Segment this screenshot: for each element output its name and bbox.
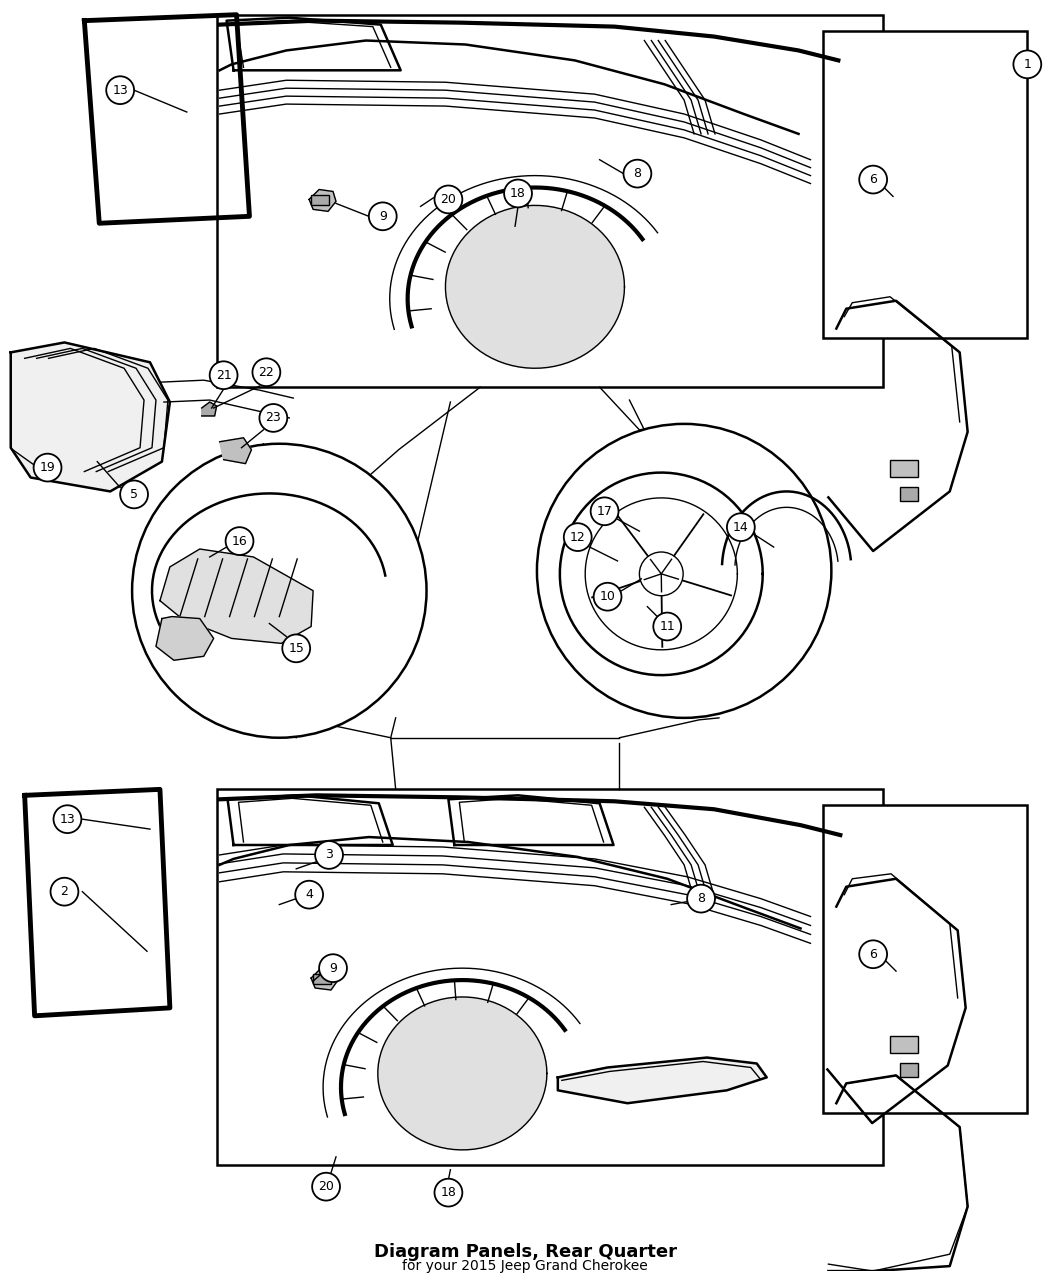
Circle shape (50, 877, 79, 905)
Polygon shape (311, 968, 338, 990)
Text: 2: 2 (61, 885, 68, 898)
Circle shape (435, 1179, 462, 1207)
Text: 21: 21 (215, 369, 231, 382)
Text: 3: 3 (326, 848, 333, 862)
Text: Diagram Panels, Rear Quarter: Diagram Panels, Rear Quarter (374, 1244, 676, 1262)
Circle shape (34, 453, 62, 481)
Circle shape (593, 582, 622, 610)
Circle shape (295, 881, 323, 908)
Circle shape (120, 480, 148, 508)
Polygon shape (202, 402, 216, 416)
Circle shape (504, 180, 532, 207)
Text: 8: 8 (633, 167, 642, 180)
Circle shape (639, 552, 684, 595)
Text: 6: 6 (869, 948, 877, 960)
Circle shape (564, 524, 591, 550)
Text: 1: 1 (1024, 57, 1031, 70)
Text: for your 2015 Jeep Grand Cherokee: for your 2015 Jeep Grand Cherokee (402, 1259, 648, 1273)
Text: 23: 23 (266, 411, 281, 424)
Circle shape (319, 954, 346, 982)
Bar (890, 460, 918, 476)
Text: 5: 5 (130, 488, 139, 501)
Bar (823, 31, 1027, 338)
Text: 13: 13 (60, 812, 76, 826)
Bar (216, 15, 883, 387)
Text: 11: 11 (659, 621, 675, 633)
Bar (900, 488, 918, 502)
Circle shape (653, 613, 681, 640)
Circle shape (282, 635, 310, 663)
Text: 9: 9 (329, 962, 337, 974)
Text: 18: 18 (510, 186, 526, 200)
Circle shape (259, 404, 288, 432)
Text: 12: 12 (570, 531, 586, 544)
Text: 8: 8 (697, 893, 705, 905)
Circle shape (54, 806, 81, 833)
Text: 13: 13 (112, 84, 128, 97)
Circle shape (727, 513, 755, 541)
Text: 9: 9 (379, 209, 386, 222)
Text: 18: 18 (440, 1186, 457, 1199)
Text: 14: 14 (733, 521, 749, 534)
Bar (311, 195, 329, 206)
Polygon shape (156, 617, 213, 660)
Text: 22: 22 (258, 365, 274, 379)
Circle shape (537, 424, 832, 718)
Text: 20: 20 (440, 193, 457, 206)
Polygon shape (160, 549, 313, 644)
Circle shape (859, 166, 887, 194)
Bar (900, 1064, 918, 1078)
Circle shape (132, 443, 426, 738)
Circle shape (106, 77, 134, 105)
Circle shape (1013, 51, 1042, 78)
Polygon shape (378, 997, 547, 1149)
Circle shape (369, 203, 397, 230)
Circle shape (859, 940, 887, 968)
Polygon shape (558, 1057, 766, 1103)
Circle shape (435, 185, 462, 213)
Polygon shape (309, 189, 336, 212)
Text: 16: 16 (232, 535, 248, 548)
Bar (313, 974, 331, 985)
Circle shape (591, 497, 618, 525)
Text: 15: 15 (289, 642, 304, 655)
Bar (823, 806, 1027, 1114)
Polygon shape (10, 342, 170, 492)
Text: 10: 10 (600, 590, 615, 603)
Text: 6: 6 (869, 174, 877, 186)
Circle shape (210, 361, 237, 389)
Circle shape (624, 160, 651, 188)
Circle shape (226, 527, 253, 555)
Bar (216, 789, 883, 1165)
Text: 17: 17 (596, 504, 612, 517)
Circle shape (252, 359, 280, 386)
Circle shape (312, 1172, 340, 1200)
Text: 4: 4 (306, 889, 313, 902)
Text: 19: 19 (40, 461, 56, 474)
Bar (890, 1036, 918, 1052)
Text: 20: 20 (318, 1180, 334, 1193)
Circle shape (687, 885, 715, 913)
Polygon shape (219, 438, 251, 464)
Circle shape (315, 842, 343, 868)
Polygon shape (445, 206, 625, 368)
